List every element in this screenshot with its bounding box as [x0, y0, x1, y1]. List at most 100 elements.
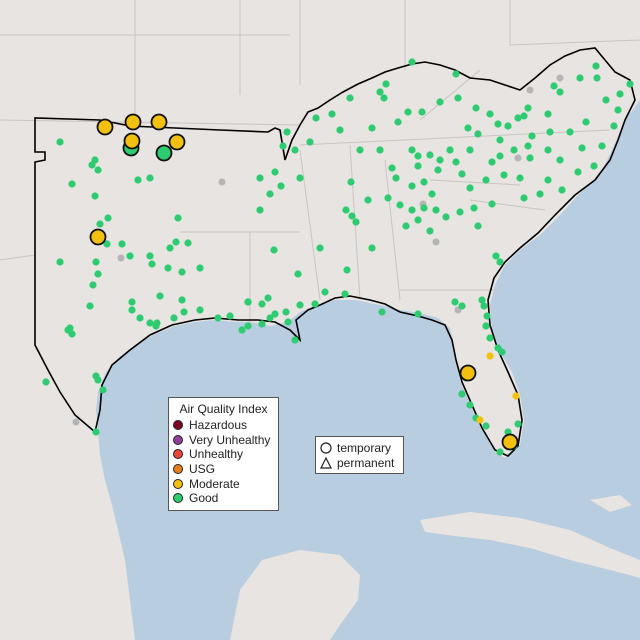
good-marker[interactable] [544, 176, 552, 184]
good-marker[interactable] [482, 322, 490, 330]
good-marker[interactable] [99, 386, 107, 394]
good-marker[interactable] [474, 222, 482, 230]
good-marker[interactable] [244, 322, 252, 330]
good-marker[interactable] [426, 151, 434, 159]
good-marker[interactable] [482, 176, 490, 184]
good-marker[interactable] [536, 190, 544, 198]
good-marker[interactable] [420, 204, 428, 212]
good-marker[interactable] [414, 310, 422, 318]
good-marker[interactable] [56, 258, 64, 266]
good-marker[interactable] [524, 142, 532, 150]
good-marker[interactable] [578, 144, 586, 152]
good-marker[interactable] [264, 294, 272, 302]
good-marker[interactable] [174, 214, 182, 222]
good-marker[interactable] [574, 168, 582, 176]
good-marker[interactable] [378, 308, 386, 316]
good-marker[interactable] [294, 270, 302, 278]
good-marker[interactable] [91, 192, 99, 200]
good-marker[interactable] [258, 300, 266, 308]
good-marker[interactable] [343, 266, 351, 274]
good-marker[interactable] [134, 176, 142, 184]
good-marker[interactable] [446, 146, 454, 154]
good-marker[interactable] [266, 190, 274, 198]
moderate-marker[interactable] [486, 352, 494, 360]
good-marker[interactable] [590, 162, 598, 170]
good-marker[interactable] [610, 122, 618, 130]
good-marker[interactable] [279, 142, 287, 150]
good-marker[interactable] [146, 252, 154, 260]
good-marker[interactable] [478, 296, 486, 304]
good-marker[interactable] [510, 146, 518, 154]
good-marker[interactable] [380, 94, 388, 102]
no-data-marker[interactable] [556, 74, 564, 82]
moderate-marker[interactable] [512, 392, 520, 400]
no-data-marker[interactable] [514, 154, 522, 162]
good-marker[interactable] [347, 178, 355, 186]
good-marker[interactable] [238, 326, 246, 334]
good-marker[interactable] [244, 298, 252, 306]
good-marker[interactable] [306, 138, 314, 146]
good-marker[interactable] [428, 190, 436, 198]
good-marker[interactable] [291, 146, 299, 154]
good-marker[interactable] [184, 239, 192, 247]
good-marker[interactable] [598, 142, 606, 150]
good-marker[interactable] [356, 146, 364, 154]
good-marker[interactable] [408, 206, 416, 214]
good-marker[interactable] [404, 108, 412, 116]
good-marker[interactable] [488, 158, 496, 166]
good-marker[interactable] [414, 216, 422, 224]
no-data-marker[interactable] [526, 86, 534, 94]
good-marker[interactable] [88, 161, 96, 169]
good-marker[interactable] [426, 227, 434, 235]
good-marker[interactable] [576, 74, 584, 82]
moderate-temporary-marker[interactable] [168, 133, 186, 151]
good-marker[interactable] [496, 448, 504, 456]
good-marker[interactable] [516, 174, 524, 182]
good-marker[interactable] [480, 302, 488, 310]
good-marker[interactable] [442, 213, 450, 221]
moderate-marker[interactable] [476, 416, 484, 424]
good-marker[interactable] [470, 204, 478, 212]
good-marker[interactable] [296, 301, 304, 309]
good-marker[interactable] [277, 182, 285, 190]
good-marker[interactable] [486, 110, 494, 118]
good-marker[interactable] [336, 126, 344, 134]
good-marker[interactable] [526, 154, 534, 162]
good-marker[interactable] [148, 260, 156, 268]
good-marker[interactable] [348, 212, 356, 220]
good-marker[interactable] [544, 146, 552, 154]
moderate-temporary-marker[interactable] [150, 113, 168, 131]
good-marker[interactable] [270, 246, 278, 254]
good-marker[interactable] [64, 326, 72, 334]
good-marker[interactable] [342, 206, 350, 214]
good-marker[interactable] [408, 146, 416, 154]
good-marker[interactable] [466, 401, 474, 409]
good-marker[interactable] [436, 98, 444, 106]
good-marker[interactable] [256, 174, 264, 182]
no-data-marker[interactable] [432, 238, 440, 246]
good-marker[interactable] [296, 174, 304, 182]
moderate-temporary-marker[interactable] [89, 228, 107, 246]
good-marker[interactable] [94, 376, 102, 384]
good-marker[interactable] [352, 218, 360, 226]
good-marker[interactable] [118, 240, 126, 248]
good-marker[interactable] [458, 390, 466, 398]
good-marker[interactable] [593, 74, 601, 82]
good-marker[interactable] [384, 194, 392, 202]
good-marker[interactable] [514, 420, 522, 428]
no-data-marker[interactable] [218, 178, 226, 186]
good-marker[interactable] [226, 312, 234, 320]
good-marker[interactable] [414, 152, 422, 160]
moderate-temporary-marker[interactable] [96, 118, 114, 136]
good-marker[interactable] [458, 170, 466, 178]
good-marker[interactable] [408, 182, 416, 190]
good-marker[interactable] [392, 174, 400, 182]
good-marker[interactable] [341, 290, 349, 298]
good-marker[interactable] [556, 88, 564, 96]
good-marker[interactable] [434, 166, 442, 174]
good-marker[interactable] [466, 184, 474, 192]
good-marker[interactable] [388, 164, 396, 172]
good-marker[interactable] [328, 110, 336, 118]
good-temporary-marker[interactable] [155, 144, 173, 162]
sensor-markers[interactable] [42, 58, 634, 456]
